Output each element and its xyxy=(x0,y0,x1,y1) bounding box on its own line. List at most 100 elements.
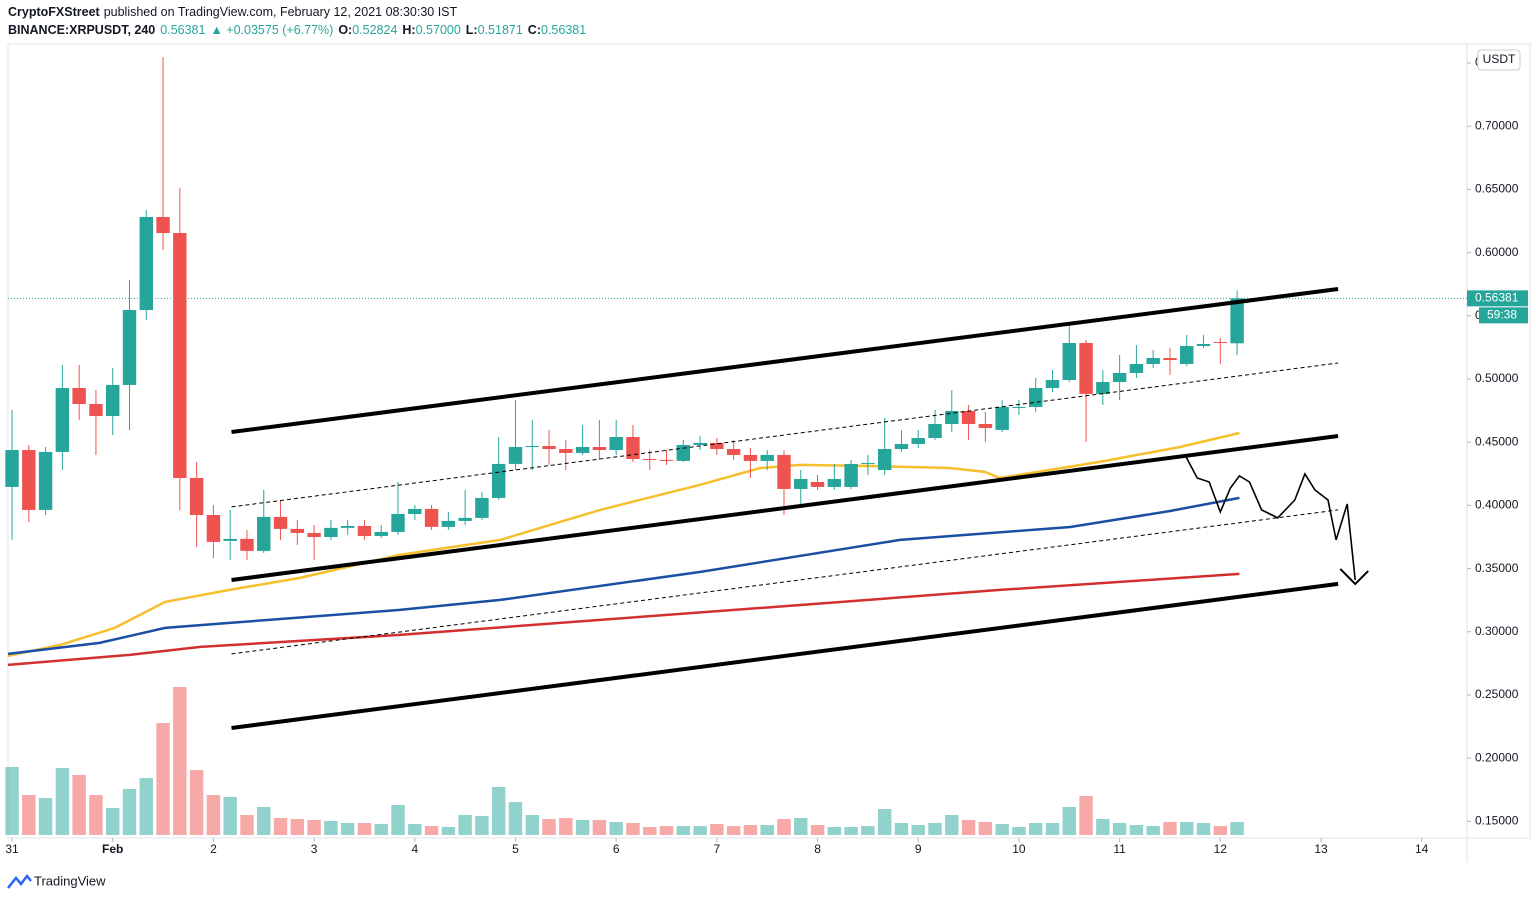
ohlc-value: 0.51871 xyxy=(478,23,523,37)
candle-body xyxy=(475,497,489,518)
plot-area xyxy=(5,57,1467,835)
y-tick-label: 0.65000 xyxy=(1475,182,1519,196)
volume-bar xyxy=(710,824,724,835)
volume-bar xyxy=(491,787,506,835)
publish-line: CryptoFXStreet published on TradingView.c… xyxy=(8,5,458,19)
x-tick-label: Feb xyxy=(102,842,123,856)
volume-bar xyxy=(1112,823,1127,835)
candle-body xyxy=(911,438,925,444)
moving-average xyxy=(7,431,1240,658)
candle-body xyxy=(1196,344,1211,347)
candle-body xyxy=(324,527,338,537)
volume-bar xyxy=(340,823,355,835)
candle-body xyxy=(760,454,774,461)
brand: TradingView xyxy=(34,873,106,888)
volume-bar xyxy=(861,826,875,835)
candle-body xyxy=(1129,363,1144,373)
volume-bar xyxy=(894,823,909,835)
candle-body xyxy=(592,447,607,451)
y-tick-label: 0.45000 xyxy=(1475,434,1519,448)
price-tag: 0.56381 xyxy=(1475,291,1519,305)
symbol-line: BINANCE:XRPUSDT, 240 0.56381 ▲ +0.03575 (+… xyxy=(8,23,586,37)
footer-logo[interactable]: TradingView xyxy=(7,873,106,889)
candle-body xyxy=(1028,387,1043,407)
candle-body xyxy=(273,516,288,529)
y-tick-label: 0.30000 xyxy=(1475,624,1519,638)
volume-bar xyxy=(1096,819,1110,835)
ohlc-value: 0.57000 xyxy=(416,23,461,37)
x-tick-label: 5 xyxy=(512,842,519,856)
volume-bar xyxy=(1230,822,1244,835)
volume-bar xyxy=(508,802,523,835)
candle-body xyxy=(743,454,758,461)
candle-body xyxy=(89,404,103,417)
currency-button[interactable] xyxy=(1477,49,1521,71)
volume-bar xyxy=(726,826,741,835)
trendline xyxy=(231,362,1339,508)
y-tick-label: 0.50000 xyxy=(1475,371,1519,385)
volume-bar xyxy=(257,807,271,835)
candle-body xyxy=(525,445,539,448)
ohlc-label: C: xyxy=(528,23,541,37)
x-tick-label: 12 xyxy=(1214,842,1228,856)
candle-body xyxy=(1230,298,1244,344)
trendline xyxy=(231,434,1339,582)
last-price: 0.56381 xyxy=(160,23,205,37)
candle-body xyxy=(794,478,808,489)
currency-box[interactable]: USDT xyxy=(1477,49,1521,71)
volume-bar xyxy=(978,822,993,835)
candle-body xyxy=(106,384,120,417)
ohlc-label: O: xyxy=(338,23,352,37)
candle-body xyxy=(1079,342,1093,394)
candle-body xyxy=(945,410,959,425)
candle-body xyxy=(844,463,858,487)
volume-bar xyxy=(592,820,607,835)
candle-body xyxy=(995,406,1009,430)
candle-body xyxy=(643,459,657,461)
volume-bar xyxy=(290,819,305,835)
candle-body xyxy=(290,528,305,533)
candle-body xyxy=(1180,346,1194,364)
x-tick-label: 3 xyxy=(311,842,318,856)
candle-body xyxy=(5,450,19,487)
candle-body xyxy=(391,513,405,532)
moving-average xyxy=(7,572,1240,667)
volume-bar xyxy=(777,819,791,835)
projection-path xyxy=(1184,454,1356,581)
volume-bar xyxy=(743,825,758,835)
publisher: CryptoFXStreet xyxy=(8,5,101,19)
candle-body xyxy=(676,444,691,461)
candle-body xyxy=(894,443,909,450)
volume-bar xyxy=(189,770,204,835)
volume-bar xyxy=(1045,823,1060,835)
volume-bar xyxy=(1163,822,1177,835)
volume-bar xyxy=(794,818,808,835)
y-tick-label: 0.15000 xyxy=(1475,814,1519,828)
x-tick-label: 11 xyxy=(1113,842,1126,856)
y-tick-label: 0.40000 xyxy=(1475,498,1519,512)
symbol: BINANCE:XRPUSDT, 240 xyxy=(8,23,155,37)
candle-body xyxy=(139,216,153,311)
candle-body xyxy=(1096,382,1110,394)
candle-body xyxy=(559,449,573,453)
volume-bar xyxy=(911,825,925,835)
candle-body xyxy=(72,387,86,405)
candle-body xyxy=(357,525,372,536)
candle-body xyxy=(1062,342,1076,381)
candle-body xyxy=(257,516,271,551)
x-tick-label: 4 xyxy=(411,842,418,856)
volume-bar xyxy=(1129,825,1144,835)
volume-bar xyxy=(324,821,338,835)
x-tick-label: 7 xyxy=(714,842,721,856)
volume-bar xyxy=(760,825,774,835)
volume-bar xyxy=(609,822,623,835)
candle-body xyxy=(810,482,825,487)
moving-average xyxy=(7,496,1240,656)
candle-body xyxy=(340,525,355,528)
volume-bar xyxy=(1062,807,1076,835)
ohlc-label: L: xyxy=(466,23,478,37)
volume-bar xyxy=(22,795,36,835)
candle-body xyxy=(156,216,170,234)
candle-body xyxy=(1045,380,1060,388)
candle-body xyxy=(223,538,237,541)
